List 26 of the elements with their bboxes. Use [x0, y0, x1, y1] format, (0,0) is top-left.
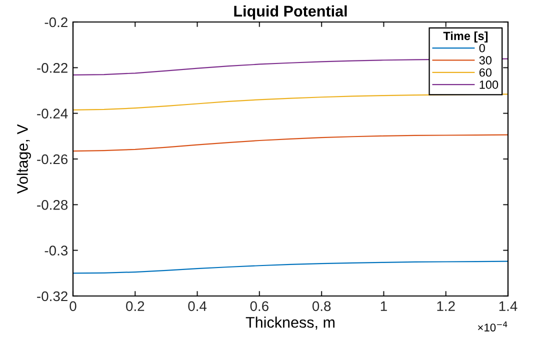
x-tick-label: 1.2	[437, 301, 455, 311]
x-axis-title: Thickness, m	[246, 316, 334, 330]
x-tick-label: 1	[380, 301, 387, 311]
x-tick-label: 0	[70, 301, 76, 312]
y-tick-label: -0.28	[37, 200, 68, 210]
chart-title: Liquid Potential	[234, 5, 347, 20]
x-tick-label: 0.8	[312, 301, 331, 312]
y-tick-label: -0.24	[37, 108, 68, 119]
x-tick-label: 0.2	[126, 301, 144, 312]
legend-label: 30	[479, 56, 492, 64]
y-axis-title: Voltage, V	[16, 124, 31, 194]
line-series	[73, 260, 508, 274]
y-tick-label: -0.26	[37, 154, 68, 164]
x-tick-label: 0.6	[250, 301, 268, 312]
legend-title: Time [s]	[443, 31, 488, 42]
line-series	[73, 134, 508, 152]
y-tick-label: -0.2	[44, 17, 68, 28]
legend-label: 100	[480, 80, 498, 89]
legend-label: 0	[479, 44, 485, 52]
x-tick-label: 1.4	[499, 301, 518, 311]
y-tick-label: -0.22	[37, 63, 68, 73]
y-tick-label: -0.3	[44, 246, 68, 256]
x-tick-label: 0.4	[188, 301, 207, 312]
y-tick-label: -0.32	[37, 291, 68, 302]
text: ×10$^{−4}$	[478, 321, 508, 332]
legend-label: 60	[479, 68, 492, 77]
